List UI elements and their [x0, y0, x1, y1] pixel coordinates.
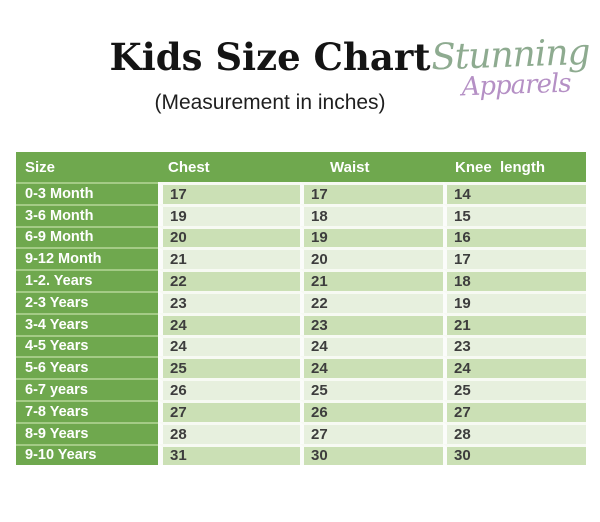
knee-length-value: 27: [443, 399, 586, 422]
knee-length-value: 28: [443, 421, 586, 444]
chest-value: 27: [158, 399, 300, 422]
page-title: Kids Size Chart: [109, 35, 431, 79]
column-header-knee-length: Knee length: [443, 152, 586, 182]
chest-value: 31: [158, 443, 300, 466]
waist-value: 20: [300, 247, 443, 270]
waist-value: 23: [300, 312, 443, 335]
waist-value: 26: [300, 399, 443, 422]
table-row: 7-8 Years 27 26 27: [16, 399, 586, 422]
table-row: 2-3 Years 23 22 19: [16, 290, 586, 313]
column-header-size: Size: [16, 152, 158, 182]
column-header-chest: Chest: [158, 152, 300, 182]
waist-value: 18: [300, 203, 443, 226]
table-row: 0-3 Month 17 17 14: [16, 182, 586, 204]
table-header-row: Size Chest Waist Knee length: [16, 152, 586, 182]
chest-value: 20: [158, 225, 300, 248]
table-row: 6-9 Month 20 19 16: [16, 225, 586, 248]
chest-value: 17: [158, 182, 300, 204]
knee-length-value: 21: [443, 312, 586, 335]
size-label: 1-2. Years: [16, 269, 158, 291]
knee-length-value: 30: [443, 443, 586, 466]
chest-value: 28: [158, 421, 300, 444]
knee-length-value: 15: [443, 203, 586, 226]
size-label: 8-9 Years: [16, 421, 158, 444]
chest-value: 25: [158, 356, 300, 379]
size-label: 6-9 Month: [16, 225, 158, 248]
size-label: 5-6 Years: [16, 356, 158, 379]
chest-value: 24: [158, 312, 300, 335]
size-label: 2-3 Years: [16, 290, 158, 313]
knee-length-value: 23: [443, 334, 586, 357]
waist-value: 30: [300, 443, 443, 466]
waist-value: 21: [300, 269, 443, 291]
brand-logo: Stunning Apparels: [409, 32, 591, 103]
waist-value: 19: [300, 225, 443, 248]
header-area: Kids Size Chart (Measurement in inches): [0, 34, 540, 115]
table-row: 9-12 Month 21 20 17: [16, 247, 586, 270]
size-label: 9-12 Month: [16, 247, 158, 270]
size-chart-table: Size Chest Waist Knee length 0-3 Month 1…: [16, 152, 586, 466]
size-label: 0-3 Month: [16, 182, 158, 204]
size-label: 3-4 Years: [16, 312, 158, 335]
table-row: 8-9 Years 28 27 28: [16, 421, 586, 444]
size-label: 4-5 Years: [16, 334, 158, 357]
knee-length-value: 18: [443, 269, 586, 291]
knee-length-value: 17: [443, 247, 586, 270]
waist-value: 27: [300, 421, 443, 444]
waist-value: 24: [300, 356, 443, 379]
knee-length-value: 16: [443, 225, 586, 248]
table-row: 9-10 Years 31 30 30: [16, 443, 586, 466]
size-label: 3-6 Month: [16, 203, 158, 226]
size-label: 9-10 Years: [16, 443, 158, 466]
waist-value: 25: [300, 378, 443, 400]
table-row: 3-4 Years 24 23 21: [16, 312, 586, 335]
table-row: 6-7 years 26 25 25: [16, 378, 586, 400]
table-row: 4-5 Years 24 24 23: [16, 334, 586, 357]
table-row: 1-2. Years 22 21 18: [16, 269, 586, 291]
chest-value: 26: [158, 378, 300, 400]
knee-length-value: 25: [443, 378, 586, 400]
knee-length-value: 19: [443, 290, 586, 313]
chest-value: 24: [158, 334, 300, 357]
knee-length-value: 14: [443, 182, 586, 204]
knee-length-value: 24: [443, 356, 586, 379]
subtitle: (Measurement in inches): [154, 91, 386, 114]
chest-value: 22: [158, 269, 300, 291]
chest-value: 21: [158, 247, 300, 270]
chest-value: 19: [158, 203, 300, 226]
table-row: 5-6 Years 25 24 24: [16, 356, 586, 379]
size-label: 6-7 years: [16, 378, 158, 400]
column-header-waist: Waist: [300, 152, 443, 182]
waist-value: 24: [300, 334, 443, 357]
size-label: 7-8 Years: [16, 399, 158, 422]
waist-value: 17: [300, 182, 443, 204]
chest-value: 23: [158, 290, 300, 313]
waist-value: 22: [300, 290, 443, 313]
table-row: 3-6 Month 19 18 15: [16, 203, 586, 226]
